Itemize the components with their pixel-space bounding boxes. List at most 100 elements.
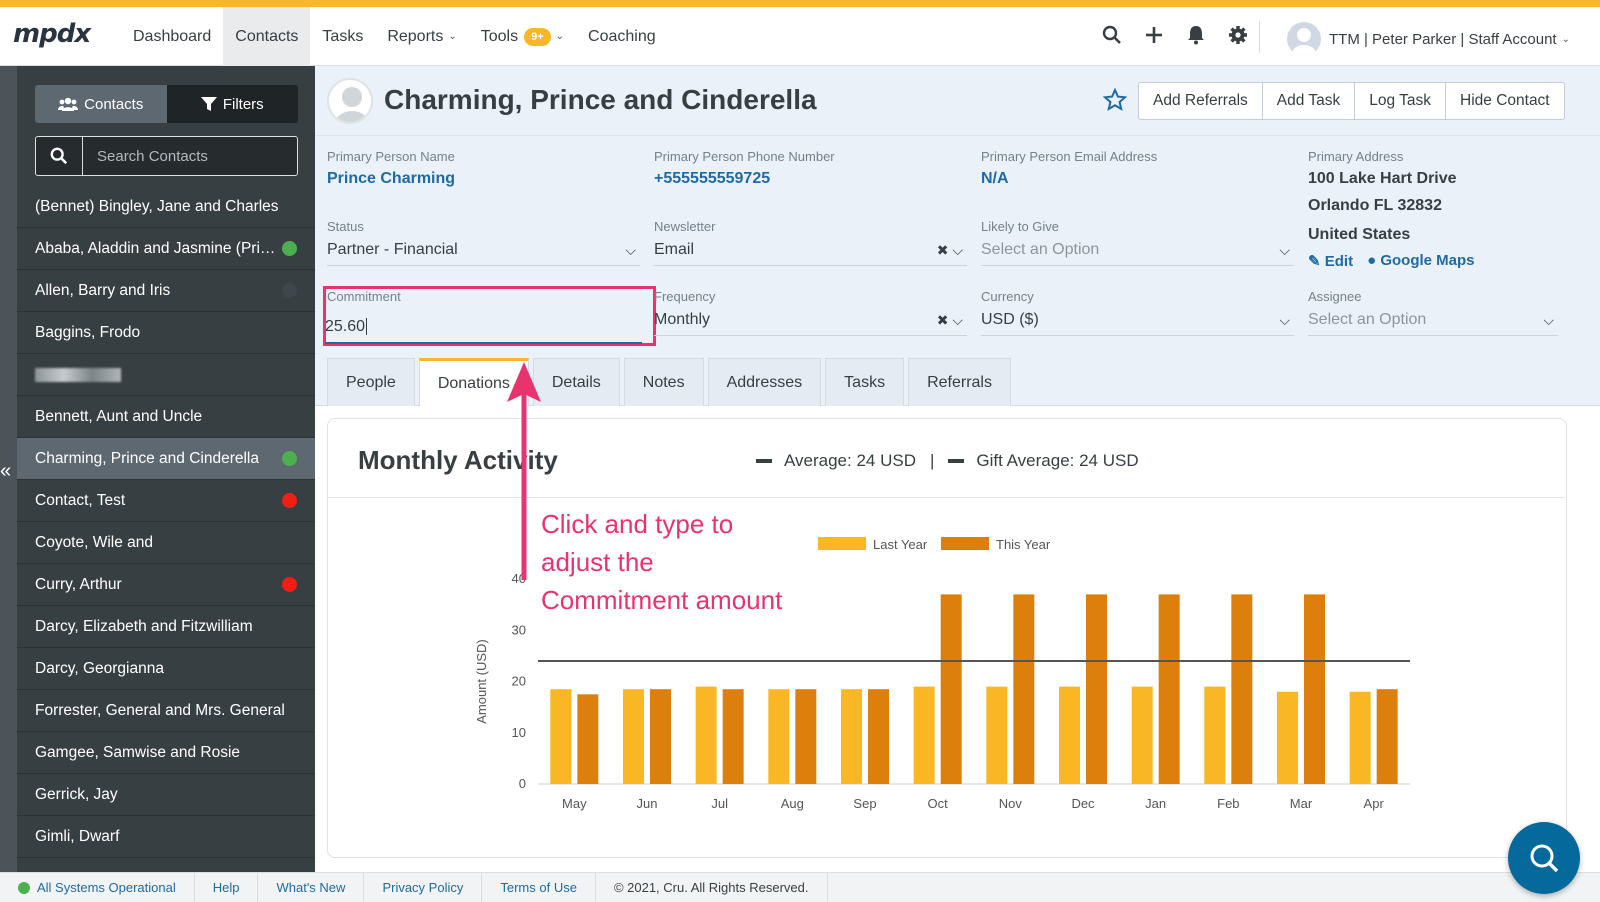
account-label: TTM | Peter Parker | Staff Account — [1329, 30, 1557, 48]
assignee-select[interactable]: Select an Option ⌵ — [1308, 308, 1558, 336]
nav-tasks[interactable]: Tasks — [310, 7, 375, 66]
tab-label: Notes — [642, 373, 685, 391]
average-value: Average: 24 USD — [784, 451, 916, 470]
field-label: Currency — [981, 289, 1034, 304]
help-link[interactable]: Help — [195, 872, 259, 902]
add-task-button[interactable]: Add Task — [1263, 83, 1356, 119]
hide-contact-button[interactable]: Hide Contact — [1460, 92, 1550, 109]
nav-dashboard[interactable]: Dashboard — [121, 7, 223, 66]
likely-placeholder: Select an Option — [981, 241, 1100, 258]
list-item[interactable]: Gamgee, Samwise and Rosie — [17, 732, 315, 774]
mpdx-logo[interactable]: mpdx — [13, 19, 91, 49]
system-status-label: All Systems Operational — [37, 880, 176, 895]
list-item[interactable]: Baggins, Frodo — [17, 312, 315, 354]
search-icon[interactable] — [1102, 25, 1122, 45]
frequency-value: Monthly — [654, 311, 711, 328]
avatar — [327, 78, 373, 124]
address-line: 100 Lake Hart Drive — [1308, 170, 1457, 187]
nav-tools[interactable]: Tools 9+ ⌄ — [469, 7, 576, 66]
account-menu[interactable]: TTM | Peter Parker | Staff Account ⌄ — [1287, 22, 1570, 56]
bar-last-year — [1277, 691, 1298, 784]
list-item[interactable]: Curry, Arthur — [17, 564, 315, 606]
x-tick-label: Nov — [999, 796, 1023, 811]
tab-people[interactable]: People — [327, 358, 415, 406]
address-line: Orlando FL 32832 — [1308, 197, 1442, 214]
sidebar-toggle: Contacts Filters — [35, 85, 298, 123]
commitment-value: 25.60 — [325, 318, 366, 335]
list-item[interactable]: Forrester, General and Mrs. General — [17, 690, 315, 732]
help-search-button[interactable] — [1508, 822, 1580, 894]
chevron-down-icon: ⌄ — [1561, 33, 1570, 45]
contact-name: Curry, Arthur — [35, 575, 122, 593]
nav-dashboard-label: Dashboard — [133, 27, 212, 45]
contact-name: Gerrick, Jay — [35, 785, 118, 803]
primary-person-link[interactable]: Prince Charming — [327, 170, 456, 187]
email-link[interactable]: N/A — [981, 170, 1009, 187]
collapse-sidebar-icon[interactable]: « — [0, 460, 12, 482]
list-item[interactable]: Bennett, Aunt and Uncle — [17, 396, 315, 438]
y-tick-label: 10 — [512, 725, 526, 740]
tab-donations[interactable]: Donations — [418, 358, 529, 406]
tab-referrals[interactable]: Referrals — [908, 358, 1011, 406]
sidebar-collapse-strip[interactable] — [0, 66, 17, 872]
privacy-policy-link[interactable]: Privacy Policy — [364, 872, 483, 902]
contacts-tab-button[interactable]: Contacts — [35, 85, 167, 123]
list-item[interactable]: Darcy, Georgianna — [17, 648, 315, 690]
log-task-button[interactable]: Log Task — [1355, 83, 1447, 119]
add-referrals-button[interactable]: Add Referrals — [1139, 83, 1263, 119]
tab-label: Addresses — [726, 373, 803, 391]
tab-details[interactable]: Details — [532, 358, 620, 406]
list-item[interactable]: Contact, Test — [17, 480, 315, 522]
tab-tasks[interactable]: Tasks — [825, 358, 905, 406]
list-item[interactable]: Darcy, Elizabeth and Fitzwilliam — [17, 606, 315, 648]
y-tick-label: 30 — [512, 622, 526, 637]
gear-icon[interactable] — [1228, 25, 1248, 45]
nav-coaching[interactable]: Coaching — [576, 7, 668, 66]
tab-addresses[interactable]: Addresses — [707, 358, 822, 406]
y-tick-label: 40 — [512, 571, 526, 586]
tab-label: Referrals — [927, 373, 992, 391]
list-item[interactable]: Ababa, Aladdin and Jasmine (Pri… — [17, 228, 315, 270]
list-item[interactable] — [17, 354, 315, 396]
status-select[interactable]: Partner - Financial ⌵ — [327, 238, 640, 266]
filters-tab-button[interactable]: Filters — [166, 85, 298, 123]
bell-icon[interactable] — [1186, 25, 1206, 45]
nav-coaching-label: Coaching — [588, 27, 656, 45]
list-item[interactable]: (Bennet) Bingley, Jane and Charles — [17, 186, 315, 228]
likely-to-give-select[interactable]: Select an Option ⌵ — [981, 238, 1294, 266]
search-icon[interactable] — [36, 137, 83, 175]
star-icon[interactable] — [1102, 87, 1128, 117]
legend-swatch — [818, 537, 866, 550]
currency-value: USD ($) — [981, 311, 1039, 328]
commitment-input[interactable]: 25.60 — [325, 318, 642, 344]
phone-link[interactable]: +555555559725 — [654, 170, 771, 187]
currency-select[interactable]: USD ($) ⌵ — [981, 308, 1294, 336]
list-item[interactable]: Allen, Barry and Iris — [17, 270, 315, 312]
google-maps-link[interactable]: ● Google Maps — [1367, 252, 1474, 270]
newsletter-select[interactable]: Email ✖ ⌵ — [654, 238, 967, 266]
whats-new-link[interactable]: What's New — [258, 872, 365, 902]
chevron-down-icon: ⌵ — [1279, 242, 1290, 258]
status-label-wrap: Status — [327, 219, 364, 234]
field-label: Frequency — [654, 289, 716, 304]
add-icon[interactable] — [1144, 25, 1164, 45]
status-value: Partner - Financial — [327, 241, 458, 258]
frequency-select[interactable]: Monthly ✖ ⌵ — [654, 308, 967, 336]
bar-this-year — [1231, 594, 1253, 784]
system-status[interactable]: All Systems Operational — [0, 872, 195, 902]
search-input[interactable] — [83, 137, 297, 175]
list-item-selected[interactable]: Charming, Prince and Cinderella — [17, 438, 315, 480]
edit-address-link[interactable]: ✎ Edit — [1308, 252, 1353, 270]
commitment-highlight — [323, 286, 656, 346]
list-item[interactable]: Gimli, Dwarf — [17, 816, 315, 858]
currency-label-wrap: Currency — [981, 289, 1034, 304]
list-item[interactable]: Coyote, Wile and — [17, 522, 315, 564]
list-item[interactable]: Gerrick, Jay — [17, 774, 315, 816]
tab-notes[interactable]: Notes — [623, 358, 704, 406]
clear-and-chevron-icon[interactable]: ✖ ⌵ — [936, 312, 963, 328]
terms-of-use-link[interactable]: Terms of Use — [482, 872, 596, 902]
status-dot — [282, 283, 297, 298]
nav-contacts[interactable]: Contacts — [223, 7, 311, 66]
clear-and-chevron-icon[interactable]: ✖ ⌵ — [936, 242, 963, 258]
nav-reports[interactable]: Reports ⌄ — [375, 7, 468, 66]
